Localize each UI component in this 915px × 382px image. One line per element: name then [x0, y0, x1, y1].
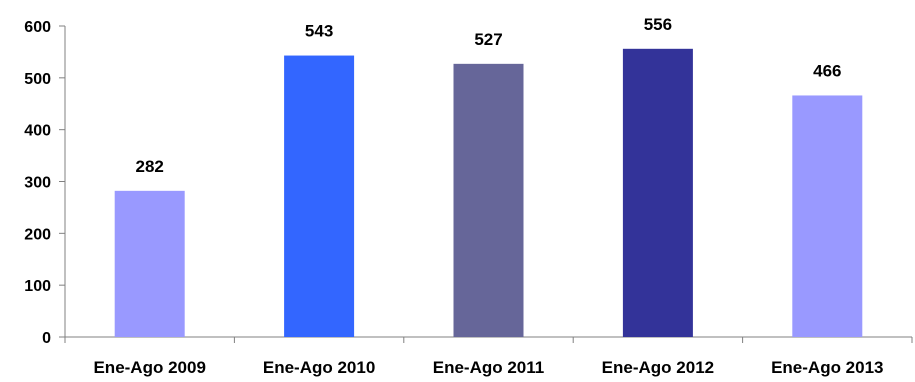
bar-value-label: 527	[474, 30, 502, 49]
data-labels: 282 543 527 556 466	[136, 15, 842, 176]
y-tick-label: 100	[24, 278, 51, 295]
x-category-label: Ene-Ago 2010	[263, 358, 375, 377]
y-tick-label: 300	[24, 175, 51, 192]
y-tick-label: 400	[24, 123, 51, 140]
y-tick-label: 500	[24, 71, 51, 88]
bar-1	[114, 190, 185, 337]
bar-value-label: 556	[644, 15, 672, 34]
x-category-label: Ene-Ago 2012	[602, 358, 714, 377]
bar-value-label: 466	[813, 61, 841, 80]
x-axis: Ene-Ago 2009 Ene-Ago 2010 Ene-Ago 2011 Ene-…	[64, 336, 913, 377]
bar-4	[622, 48, 693, 337]
bars	[114, 48, 863, 338]
bar-2	[284, 55, 355, 338]
y-tick-label: 200	[24, 226, 51, 243]
x-category-label: Ene-Ago 2009	[93, 358, 205, 377]
bar-value-label: 543	[305, 22, 333, 41]
bar-value-label: 282	[136, 157, 164, 176]
x-category-label: Ene-Ago 2011	[433, 358, 545, 377]
bar-5	[792, 95, 863, 337]
bar-3	[453, 63, 524, 338]
x-category-label: Ene-Ago 2013	[771, 358, 883, 377]
y-tick-label: 0	[42, 330, 51, 347]
y-tick-label: 600	[24, 19, 51, 36]
y-axis: 0 100 200 300 400 500 600	[24, 19, 66, 347]
